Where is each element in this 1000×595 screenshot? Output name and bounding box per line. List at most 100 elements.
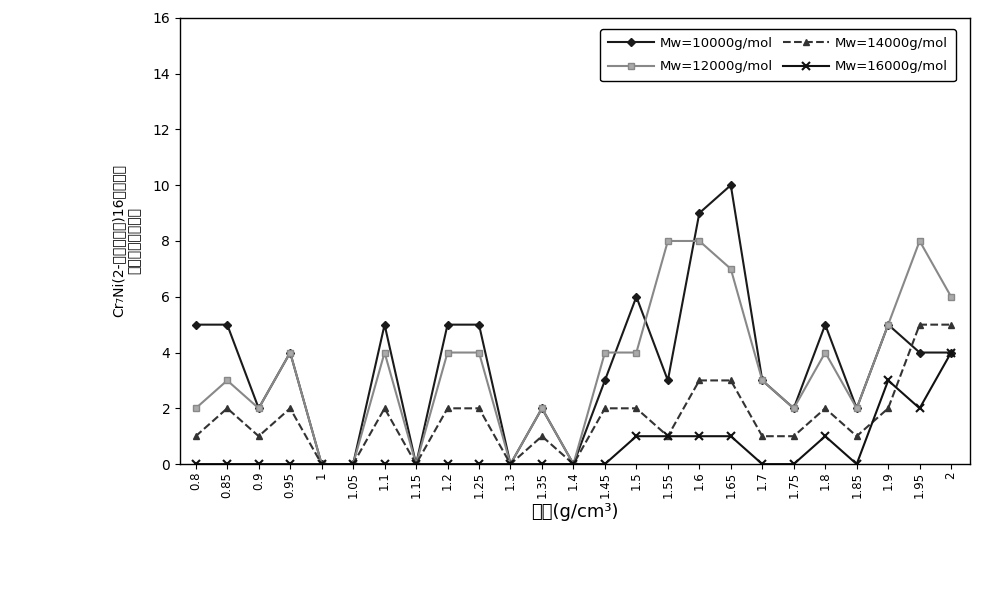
Mw=10000g/mol	[662, 377, 674, 384]
Mw=14000g/mol	[504, 461, 516, 468]
Mw=10000g/mol	[725, 181, 737, 189]
Mw=16000g/mol	[851, 461, 863, 468]
Mw=16000g/mol	[504, 461, 516, 468]
Mw=14000g/mol	[756, 433, 768, 440]
Mw=16000g/mol	[882, 377, 894, 384]
Mw=10000g/mol	[504, 461, 516, 468]
Mw=10000g/mol	[914, 349, 926, 356]
Mw=14000g/mol	[316, 461, 328, 468]
Mw=14000g/mol	[190, 433, 202, 440]
Mw=12000g/mol	[410, 461, 422, 468]
Mw=12000g/mol	[819, 349, 831, 356]
Mw=16000g/mol	[725, 433, 737, 440]
Mw=10000g/mol	[882, 321, 894, 328]
Mw=16000g/mol	[190, 461, 202, 468]
Mw=12000g/mol	[914, 237, 926, 245]
Mw=10000g/mol	[536, 405, 548, 412]
Mw=12000g/mol	[536, 405, 548, 412]
Mw=16000g/mol	[945, 349, 957, 356]
Mw=12000g/mol	[442, 349, 454, 356]
Mw=14000g/mol	[662, 433, 674, 440]
Mw=10000g/mol	[190, 321, 202, 328]
Mw=16000g/mol	[536, 461, 548, 468]
Mw=12000g/mol	[756, 377, 768, 384]
Mw=14000g/mol	[851, 433, 863, 440]
Mw=16000g/mol	[221, 461, 233, 468]
Mw=14000g/mol	[630, 405, 642, 412]
Mw=12000g/mol	[851, 405, 863, 412]
Mw=14000g/mol	[221, 405, 233, 412]
Mw=10000g/mol	[945, 349, 957, 356]
Y-axis label: Cr₇Ni(2-乙基己酸根)16络合物中
产生的次级电子数: Cr₇Ni(2-乙基己酸根)16络合物中 产生的次级电子数	[111, 164, 141, 318]
Mw=10000g/mol	[819, 321, 831, 328]
Mw=12000g/mol	[662, 237, 674, 245]
Legend: Mw=10000g/mol, Mw=12000g/mol, Mw=14000g/mol, Mw=16000g/mol: Mw=10000g/mol, Mw=12000g/mol, Mw=14000g/…	[600, 29, 956, 82]
Mw=10000g/mol	[316, 461, 328, 468]
Mw=14000g/mol	[284, 405, 296, 412]
Mw=12000g/mol	[379, 349, 391, 356]
Mw=12000g/mol	[882, 321, 894, 328]
Mw=12000g/mol	[630, 349, 642, 356]
Mw=10000g/mol	[693, 209, 705, 217]
Mw=10000g/mol	[851, 405, 863, 412]
Mw=14000g/mol	[819, 405, 831, 412]
Mw=10000g/mol	[630, 293, 642, 300]
Mw=12000g/mol	[473, 349, 485, 356]
Mw=14000g/mol	[473, 405, 485, 412]
Mw=10000g/mol	[221, 321, 233, 328]
Mw=16000g/mol	[788, 461, 800, 468]
Mw=12000g/mol	[253, 405, 265, 412]
X-axis label: 密度(g/cm³): 密度(g/cm³)	[531, 503, 619, 521]
Mw=14000g/mol	[347, 461, 359, 468]
Mw=14000g/mol	[945, 321, 957, 328]
Mw=16000g/mol	[347, 461, 359, 468]
Mw=12000g/mol	[567, 461, 579, 468]
Mw=16000g/mol	[473, 461, 485, 468]
Mw=16000g/mol	[567, 461, 579, 468]
Mw=16000g/mol	[819, 433, 831, 440]
Mw=12000g/mol	[945, 293, 957, 300]
Mw=12000g/mol	[221, 377, 233, 384]
Mw=12000g/mol	[190, 405, 202, 412]
Mw=10000g/mol	[379, 321, 391, 328]
Mw=10000g/mol	[347, 461, 359, 468]
Mw=14000g/mol	[379, 405, 391, 412]
Mw=16000g/mol	[693, 433, 705, 440]
Mw=12000g/mol	[725, 265, 737, 273]
Mw=14000g/mol	[410, 461, 422, 468]
Mw=14000g/mol	[536, 433, 548, 440]
Mw=12000g/mol	[693, 237, 705, 245]
Mw=14000g/mol	[253, 433, 265, 440]
Mw=10000g/mol	[567, 461, 579, 468]
Mw=10000g/mol	[410, 461, 422, 468]
Mw=12000g/mol	[599, 349, 611, 356]
Mw=10000g/mol	[284, 349, 296, 356]
Mw=12000g/mol	[316, 461, 328, 468]
Mw=16000g/mol	[630, 433, 642, 440]
Mw=16000g/mol	[442, 461, 454, 468]
Mw=16000g/mol	[253, 461, 265, 468]
Mw=14000g/mol	[914, 321, 926, 328]
Mw=14000g/mol	[882, 405, 894, 412]
Mw=12000g/mol	[284, 349, 296, 356]
Line: Mw=12000g/mol: Mw=12000g/mol	[192, 237, 955, 468]
Mw=14000g/mol	[567, 461, 579, 468]
Mw=16000g/mol	[379, 461, 391, 468]
Line: Mw=14000g/mol: Mw=14000g/mol	[192, 321, 955, 468]
Mw=16000g/mol	[599, 461, 611, 468]
Mw=10000g/mol	[253, 405, 265, 412]
Mw=14000g/mol	[599, 405, 611, 412]
Mw=10000g/mol	[756, 377, 768, 384]
Mw=10000g/mol	[788, 405, 800, 412]
Mw=10000g/mol	[442, 321, 454, 328]
Mw=16000g/mol	[756, 461, 768, 468]
Mw=10000g/mol	[599, 377, 611, 384]
Mw=14000g/mol	[693, 377, 705, 384]
Line: Mw=10000g/mol: Mw=10000g/mol	[193, 182, 954, 467]
Mw=12000g/mol	[788, 405, 800, 412]
Mw=14000g/mol	[442, 405, 454, 412]
Mw=16000g/mol	[662, 433, 674, 440]
Mw=16000g/mol	[410, 461, 422, 468]
Mw=12000g/mol	[504, 461, 516, 468]
Line: Mw=16000g/mol: Mw=16000g/mol	[192, 348, 955, 468]
